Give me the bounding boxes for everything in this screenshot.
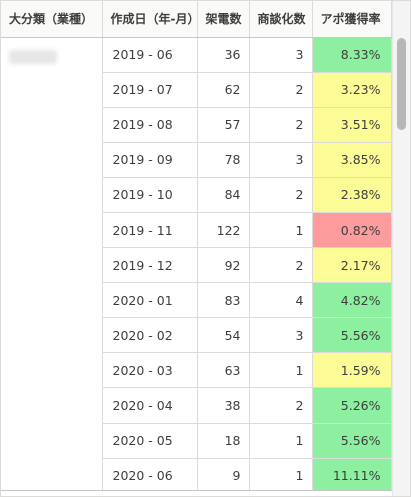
deals-cell: 1 (249, 212, 313, 249)
date-cell: 2019 - 12 (102, 247, 198, 284)
calls-cell: 18 (197, 423, 250, 459)
calls-cell: 57 (197, 107, 250, 143)
rate-cell: 4.82% (312, 282, 392, 319)
table-row: 2020 - 04 38 2 5.26% (1, 387, 392, 424)
table-row: 2019 - 09 78 3 3.85% (1, 142, 392, 178)
calls-cell: 63 (197, 352, 250, 389)
date-cell: 2019 - 06 (102, 37, 198, 73)
deals-cell: 4 (249, 282, 313, 319)
date-cell: 2019 - 07 (102, 72, 198, 108)
table-bottom-border (1, 490, 393, 496)
deals-cell: 1 (249, 458, 313, 494)
calls-cell: 122 (197, 212, 250, 249)
table-row: 2020 - 01 83 4 4.82% (1, 282, 392, 319)
blurred-category-label (9, 49, 57, 64)
rate-cell: 11.11% (312, 458, 392, 494)
table-row: 2020 - 05 18 1 5.56% (1, 423, 392, 459)
rate-cell: 2.38% (312, 177, 392, 213)
table-row: 2020 - 06 9 1 11.11% (1, 458, 392, 494)
report-table: 大分類（業種） 作成日（年-月） 架電数 商談化数 アポ獲得率 2019 - 0… (1, 1, 392, 494)
column-header-calls[interactable]: 架電数 (197, 1, 250, 38)
calls-cell: 92 (197, 247, 250, 284)
deals-cell: 1 (249, 423, 313, 459)
calls-cell: 84 (197, 177, 250, 213)
date-cell: 2020 - 05 (102, 423, 198, 459)
date-cell: 2019 - 09 (102, 142, 198, 178)
date-cell: 2020 - 02 (102, 317, 198, 354)
category-cell (1, 37, 103, 494)
rate-cell: 0.82% (312, 212, 392, 249)
column-header-deals[interactable]: 商談化数 (249, 1, 313, 38)
rate-cell: 3.51% (312, 107, 392, 143)
table-row: 2019 - 12 92 2 2.17% (1, 247, 392, 284)
deals-cell: 3 (249, 37, 313, 73)
rate-cell: 3.85% (312, 142, 392, 178)
rate-cell: 5.56% (312, 423, 392, 459)
date-cell: 2019 - 08 (102, 107, 198, 143)
date-cell: 2020 - 03 (102, 352, 198, 389)
calls-cell: 38 (197, 387, 250, 424)
calls-cell: 62 (197, 72, 250, 108)
table-row: 2019 - 06 36 3 8.33% (1, 37, 392, 494)
rate-cell: 1.59% (312, 352, 392, 389)
deals-cell: 2 (249, 387, 313, 424)
calls-cell: 54 (197, 317, 250, 354)
rate-cell: 5.56% (312, 317, 392, 354)
table-row: 2019 - 08 57 2 3.51% (1, 107, 392, 143)
table-row: 2019 - 07 62 2 3.23% (1, 72, 392, 108)
header-row: 大分類（業種） 作成日（年-月） 架電数 商談化数 アポ獲得率 (1, 1, 392, 38)
deals-cell: 2 (249, 177, 313, 213)
table-row: 2020 - 02 54 3 5.56% (1, 317, 392, 354)
rate-cell: 8.33% (312, 37, 392, 73)
column-header-category[interactable]: 大分類（業種） (1, 1, 103, 38)
deals-cell: 3 (249, 142, 313, 178)
date-cell: 2019 - 11 (102, 212, 198, 249)
date-cell: 2020 - 06 (102, 458, 198, 494)
calls-cell: 83 (197, 282, 250, 319)
table-row: 2020 - 03 63 1 1.59% (1, 352, 392, 389)
rate-cell: 5.26% (312, 387, 392, 424)
deals-cell: 2 (249, 72, 313, 108)
table-body: 2019 - 06 36 3 8.33% 2019 - 07 62 2 3.23… (1, 37, 392, 494)
rate-cell: 3.23% (312, 72, 392, 108)
rate-cell: 2.17% (312, 247, 392, 284)
calls-cell: 36 (197, 37, 250, 73)
deals-cell: 1 (249, 352, 313, 389)
table-row: 2019 - 11 122 1 0.82% (1, 212, 392, 249)
date-cell: 2019 - 10 (102, 177, 198, 213)
deals-cell: 2 (249, 107, 313, 143)
date-cell: 2020 - 01 (102, 282, 198, 319)
date-cell: 2020 - 04 (102, 387, 198, 424)
vertical-scrollbar[interactable] (392, 1, 410, 496)
calls-cell: 78 (197, 142, 250, 178)
column-header-appointment-rate[interactable]: アポ獲得率 (312, 1, 392, 38)
scrollbar-thumb[interactable] (397, 38, 406, 130)
deals-cell: 2 (249, 247, 313, 284)
deals-cell: 3 (249, 317, 313, 354)
calls-cell: 9 (197, 458, 250, 494)
column-header-created-month[interactable]: 作成日（年-月） (102, 1, 198, 38)
table-row: 2019 - 10 84 2 2.38% (1, 177, 392, 213)
